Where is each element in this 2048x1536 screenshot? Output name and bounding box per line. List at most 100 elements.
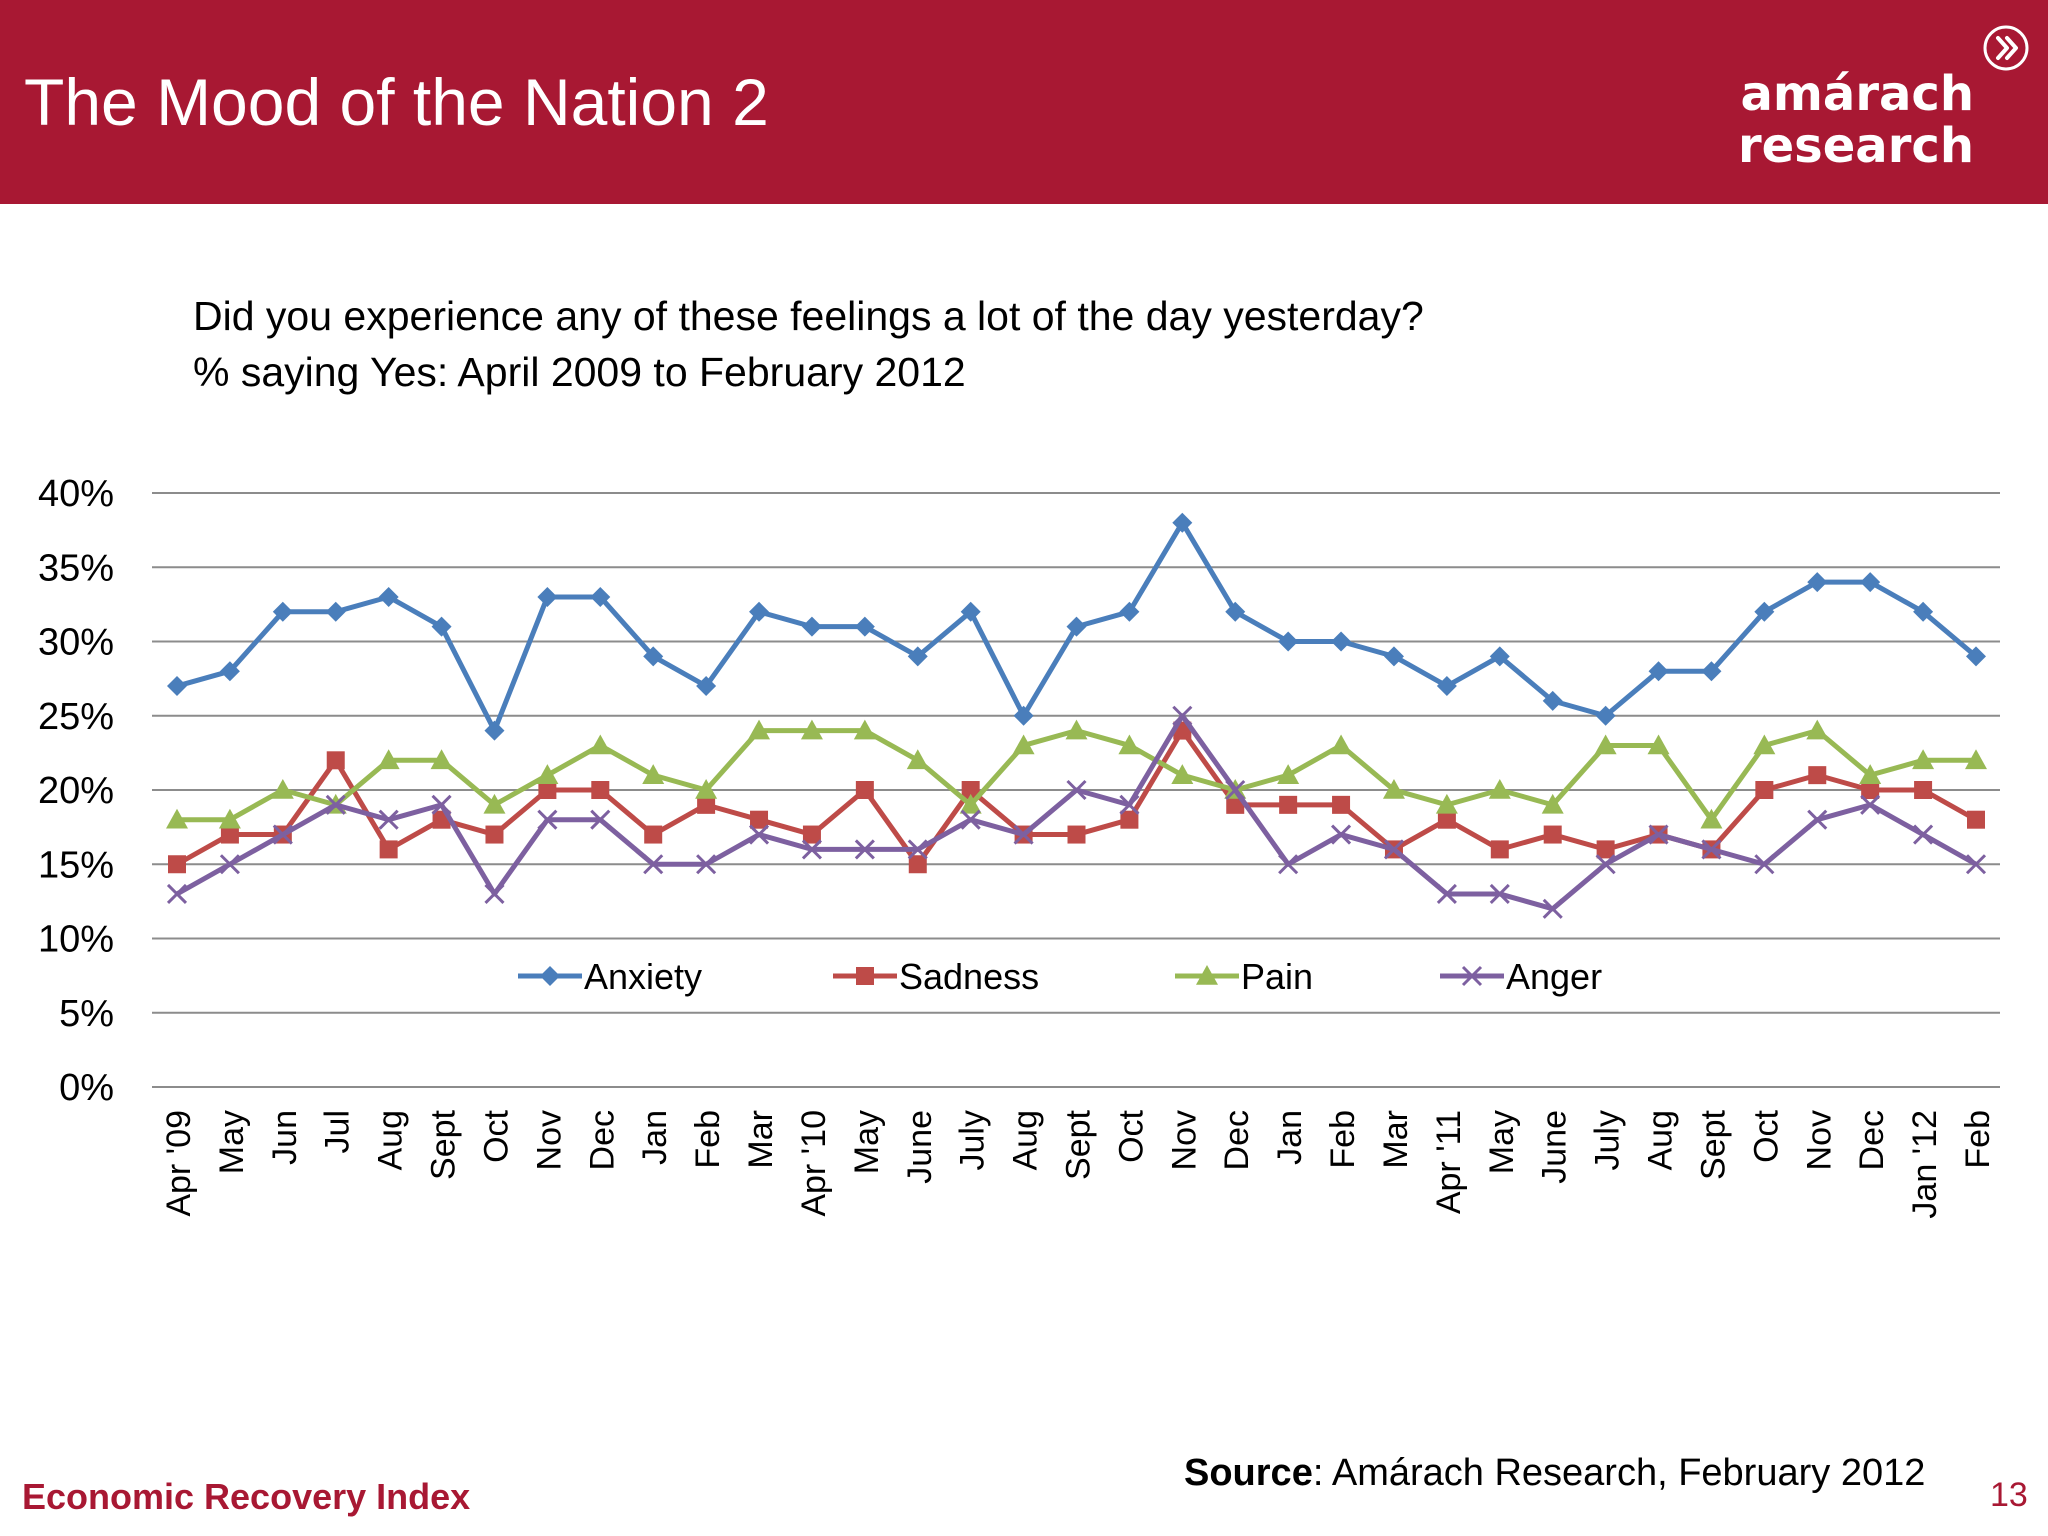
anxiety-data-point bbox=[167, 676, 187, 697]
x-tick-label: July bbox=[954, 1110, 992, 1170]
pain-legend-label: Pain bbox=[1241, 956, 1313, 997]
anxiety-data-point bbox=[1754, 601, 1775, 622]
anger-data-point bbox=[1225, 779, 1246, 801]
x-tick-label: June bbox=[901, 1110, 939, 1184]
logo-text-line2: research bbox=[1737, 118, 1974, 174]
anxiety-data-point bbox=[801, 616, 822, 637]
pain-data-point bbox=[536, 764, 559, 784]
sadness-data-point bbox=[961, 781, 980, 799]
sadness-data-point bbox=[379, 840, 398, 859]
pain-data-point bbox=[1435, 793, 1458, 814]
pain-data-point bbox=[853, 719, 876, 740]
x-tick-label: July bbox=[1589, 1110, 1627, 1170]
sadness-data-point bbox=[1967, 810, 1985, 829]
x-tick-label: Aug bbox=[372, 1110, 410, 1171]
sadness-data-point bbox=[750, 810, 769, 829]
anxiety-data-point bbox=[1278, 631, 1299, 652]
anxiety-data-point bbox=[431, 616, 452, 637]
anger-data-point bbox=[1013, 824, 1034, 845]
anger-data-point bbox=[166, 883, 188, 905]
x-tick-label: Jan bbox=[636, 1110, 674, 1165]
x-tick-label: Sept bbox=[1060, 1109, 1098, 1179]
anger-data-point bbox=[960, 809, 981, 830]
anxiety-data-point bbox=[1648, 661, 1669, 682]
anger-data-point bbox=[1436, 883, 1457, 905]
x-tick-label: Aug bbox=[1007, 1110, 1045, 1171]
x-tick-label: Apr '09 bbox=[160, 1110, 198, 1217]
pain-data-point bbox=[1330, 734, 1353, 755]
sadness-data-point bbox=[220, 825, 239, 844]
source-text: : Amárach Research, February 2012 bbox=[1312, 1452, 1926, 1494]
logo-text-line1: amárach bbox=[1740, 66, 1974, 122]
x-tick-label: Jan bbox=[1271, 1110, 1309, 1165]
x-tick-label: Mar bbox=[1377, 1110, 1415, 1169]
x-tick-label: Sept bbox=[1694, 1109, 1732, 1179]
pain-data-point bbox=[1859, 764, 1882, 784]
anger-data-point bbox=[1278, 854, 1299, 875]
pain-data-point bbox=[1065, 719, 1088, 740]
anxiety-data-point bbox=[1913, 601, 1934, 622]
x-tick-label: Jan '12 bbox=[1906, 1110, 1944, 1219]
anger-legend-label: Anger bbox=[1506, 956, 1602, 997]
anger-data-point bbox=[484, 883, 505, 905]
x-tick-label: Feb bbox=[1324, 1110, 1362, 1169]
pain-data-point bbox=[1700, 808, 1723, 829]
anger-data-point bbox=[1330, 824, 1352, 845]
pain-data-point bbox=[1965, 749, 1987, 770]
y-tick-label: 30% bbox=[38, 622, 114, 664]
sadness-data-point bbox=[538, 781, 557, 799]
anger-data-point bbox=[748, 824, 770, 845]
anger-data-point bbox=[696, 854, 717, 875]
pain-data-point bbox=[1277, 764, 1300, 784]
anger-data-point bbox=[590, 809, 611, 830]
pain-series-line bbox=[177, 728, 1976, 823]
anxiety-data-point bbox=[1172, 512, 1193, 533]
y-tick-label: 35% bbox=[38, 547, 114, 589]
anger-data-point bbox=[1965, 854, 1987, 875]
x-tick-label: Dec bbox=[1218, 1110, 1256, 1170]
sadness-data-point bbox=[644, 825, 663, 844]
x-tick-label: May bbox=[1483, 1110, 1521, 1174]
x-tick-label: May bbox=[848, 1110, 886, 1174]
sadness-data-point bbox=[1490, 840, 1509, 859]
sadness-data-point bbox=[1120, 810, 1139, 829]
anxiety-data-point bbox=[1701, 661, 1722, 682]
footer-source: Source: Amárach Research, February 2012 bbox=[1184, 1452, 1925, 1495]
x-tick-label: Nov bbox=[1800, 1110, 1838, 1170]
pain-data-point bbox=[1912, 749, 1935, 770]
anger-data-point bbox=[1595, 854, 1616, 875]
sadness-data-point bbox=[1279, 795, 1298, 814]
pain-data-point bbox=[589, 734, 612, 755]
y-tick-label: 25% bbox=[38, 696, 114, 738]
sadness-data-point bbox=[1437, 810, 1456, 829]
anger-data-point bbox=[1172, 705, 1193, 726]
x-tick-label: Aug bbox=[1642, 1110, 1680, 1171]
anxiety-data-point bbox=[1119, 601, 1140, 622]
pain-data-point bbox=[695, 779, 718, 799]
pain-data-point bbox=[642, 764, 665, 784]
pain-data-point bbox=[906, 749, 929, 770]
pain-data-point bbox=[377, 749, 400, 770]
anger-legend-marker bbox=[1461, 965, 1483, 987]
slide-title: The Mood of the Nation 2 bbox=[24, 65, 769, 139]
pain-data-point bbox=[430, 749, 453, 770]
x-tick-label: Apr '10 bbox=[795, 1110, 833, 1217]
chart-question: Did you experience any of these feelings… bbox=[193, 293, 1424, 339]
anxiety-data-point bbox=[537, 586, 558, 607]
anger-data-point bbox=[1860, 794, 1881, 815]
y-tick-label: 20% bbox=[38, 770, 114, 812]
footer-index-name: Economic Recovery Index bbox=[22, 1476, 471, 1517]
x-tick-label: June bbox=[1536, 1110, 1574, 1184]
x-tick-label: Oct bbox=[477, 1109, 515, 1162]
pain-data-point bbox=[166, 808, 188, 829]
anxiety-data-point bbox=[854, 616, 875, 637]
anger-data-point bbox=[1542, 898, 1563, 919]
sadness-data-point bbox=[1861, 781, 1880, 799]
anxiety-data-point bbox=[590, 586, 611, 607]
anger-data-point bbox=[1066, 779, 1087, 801]
sadness-data-point bbox=[802, 825, 821, 844]
pain-data-point bbox=[1541, 793, 1564, 814]
anger-data-point bbox=[431, 794, 452, 815]
pain-data-point bbox=[1753, 734, 1776, 755]
sadness-data-point bbox=[326, 751, 345, 770]
